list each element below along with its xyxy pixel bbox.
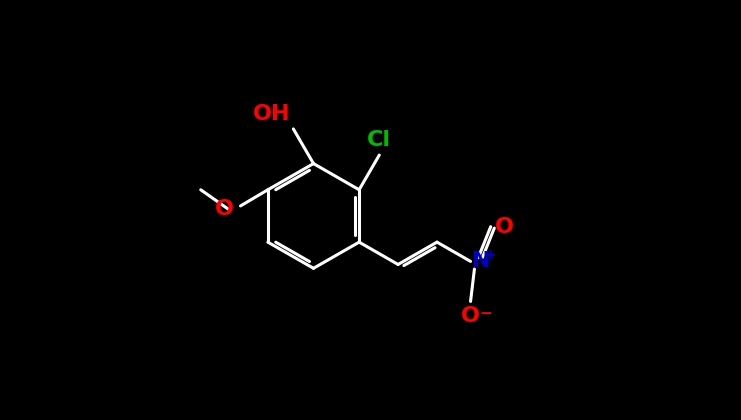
Text: +: + xyxy=(485,248,496,262)
Text: O: O xyxy=(495,217,514,237)
Text: Cl: Cl xyxy=(368,131,391,150)
Text: N: N xyxy=(472,252,491,271)
Text: O: O xyxy=(461,306,480,326)
Text: O: O xyxy=(216,199,234,219)
Text: OH: OH xyxy=(253,104,290,124)
Text: −: − xyxy=(480,306,493,321)
